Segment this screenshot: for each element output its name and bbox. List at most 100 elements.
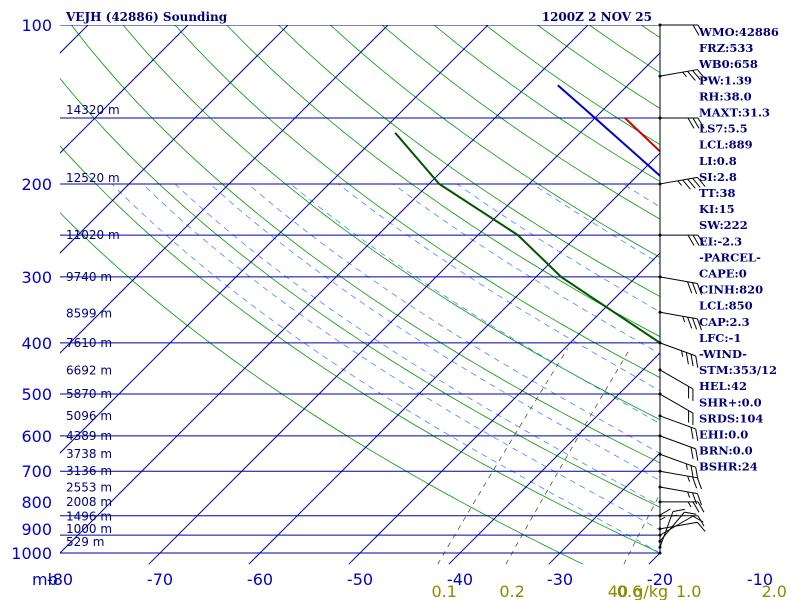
index-entry: SI:2.8 — [699, 170, 737, 184]
height-label: 2553 m — [66, 480, 112, 494]
index-entry: LI:0.8 — [699, 154, 737, 168]
temperature-tick-label: -80 — [47, 570, 73, 589]
mixing-ratio-label: 2.0 — [761, 582, 786, 600]
mixing-ratio-label: 1.0 — [676, 582, 701, 600]
temperature-tick-label: -50 — [347, 570, 373, 589]
pressure-tick-label: 1000 — [11, 544, 52, 563]
isotherm — [60, 25, 289, 254]
wind-barb — [658, 469, 702, 490]
isotherm — [448, 352, 660, 565]
dry-adiabat — [330, 25, 660, 258]
height-label: 9740 m — [66, 270, 112, 284]
chart-timestamp: 1200Z 2 NOV 25 — [542, 10, 652, 24]
pressure-tick-label: 700 — [21, 462, 52, 481]
index-entry: CINH:820 — [699, 283, 763, 297]
wind-barb — [658, 69, 706, 81]
index-entry: BSHR:24 — [699, 460, 758, 474]
isotherm — [60, 25, 189, 154]
parcel-profile — [557, 84, 660, 178]
wind-barb — [658, 452, 699, 480]
temperature-tick-label: -60 — [247, 570, 273, 589]
index-panel: WMO:42886 FRZ:533 WB0:658 PW:1.39 RH:38.0 MAX… — [698, 25, 779, 474]
profile-layer — [394, 84, 660, 345]
height-label: 14320 m — [66, 103, 120, 117]
index-entry: SHR+:0.0 — [699, 395, 762, 409]
wind-barb — [658, 275, 702, 295]
index-entry: -WIND- — [699, 347, 747, 361]
isotherm — [60, 25, 389, 354]
index-entry: SW:222 — [699, 218, 748, 232]
isotherm — [248, 152, 660, 565]
index-entry: TT:38 — [699, 186, 736, 200]
wind-barb — [658, 341, 699, 368]
height-label: 3136 m — [66, 464, 112, 478]
index-entry: CAP:2.3 — [699, 315, 750, 329]
index-entry: STM:353/12 — [699, 363, 777, 377]
dry-adiabat — [278, 25, 660, 297]
temperature-tick-label: -40 — [447, 570, 473, 589]
height-label: 4389 m — [66, 429, 112, 443]
height-label: 529 m — [66, 535, 104, 549]
index-entry: KI:15 — [699, 202, 735, 216]
dry-adiabat — [60, 145, 660, 554]
index-entry: LCL:850 — [699, 299, 753, 313]
wind-barb — [658, 23, 705, 36]
temperature-tick-label: -20 — [647, 570, 673, 589]
isotherm — [60, 25, 589, 554]
height-label: 2008 m — [66, 495, 112, 509]
wind-barb — [658, 176, 706, 190]
wind-barb — [658, 508, 685, 549]
wind-barb — [658, 310, 702, 331]
index-entry: PW:1.39 — [699, 73, 752, 87]
isotherm — [60, 25, 489, 454]
index-entry: LFC:-1 — [699, 331, 741, 345]
pressure-tick-label: 800 — [21, 493, 52, 512]
wind-barb — [658, 233, 705, 246]
pressure-tick-label: 600 — [21, 427, 52, 446]
pressure-tick-label: 500 — [21, 385, 52, 404]
pressure-unit-label: mb — [32, 570, 58, 589]
pressure-tick-label: 300 — [21, 268, 52, 287]
index-entry: MAXT:31.3 — [699, 106, 770, 120]
index-entry: WB0:658 — [698, 57, 758, 71]
height-label: 11020 m — [66, 228, 120, 242]
wind-barb — [658, 521, 706, 532]
height-label: 12520 m — [66, 171, 120, 185]
mixing-ratio-label: 0.1 — [431, 582, 456, 600]
wind-barb — [658, 434, 699, 461]
height-label: 1000 m — [66, 522, 112, 536]
wind-barb — [658, 514, 705, 527]
index-entry: LS7:5.5 — [699, 122, 748, 136]
index-entry: -PARCEL- — [699, 250, 761, 264]
wind-barb — [658, 392, 694, 426]
moist-adiabat — [338, 183, 660, 392]
isotherm — [348, 252, 660, 565]
wind-barb — [658, 485, 702, 506]
height-label: 7610 m — [66, 336, 112, 350]
temperature-tick-label: -30 — [547, 570, 573, 589]
index-entry: FRZ:533 — [699, 41, 753, 55]
isotherm — [548, 452, 660, 565]
height-labels: 14320 m 12520 m 11020 m 9740 m 8599 m 7610 m 6… — [66, 103, 120, 549]
index-entry: HEL:42 — [699, 379, 747, 393]
height-label: 6692 m — [66, 363, 112, 377]
temperature-tick-label: -10 — [747, 570, 773, 589]
dry-adiabat — [122, 25, 660, 421]
height-label: 5870 m — [66, 387, 112, 401]
dry-adiabat — [60, 77, 660, 508]
dewpoint-profile — [394, 132, 660, 345]
mixing-ratio-label: 40 g/kg — [608, 582, 668, 600]
mixing-ratio-label: 0.6 — [617, 582, 642, 600]
index-entry: WMO:42886 — [698, 25, 779, 39]
index-entry: CAPE:0 — [699, 267, 747, 281]
index-entry: EHI:0.0 — [699, 428, 748, 442]
moist-adiabat — [111, 183, 660, 554]
temperature-tick-label: -70 — [147, 570, 173, 589]
height-label: 3738 m — [66, 447, 112, 461]
dry-adiabat — [60, 212, 584, 565]
wind-barb — [658, 116, 705, 129]
index-entry: LCL:889 — [699, 138, 753, 152]
axis-labels: 100 200 300 400 500 600 700 800 900 1000 -80 -70 -60… — [11, 16, 787, 600]
